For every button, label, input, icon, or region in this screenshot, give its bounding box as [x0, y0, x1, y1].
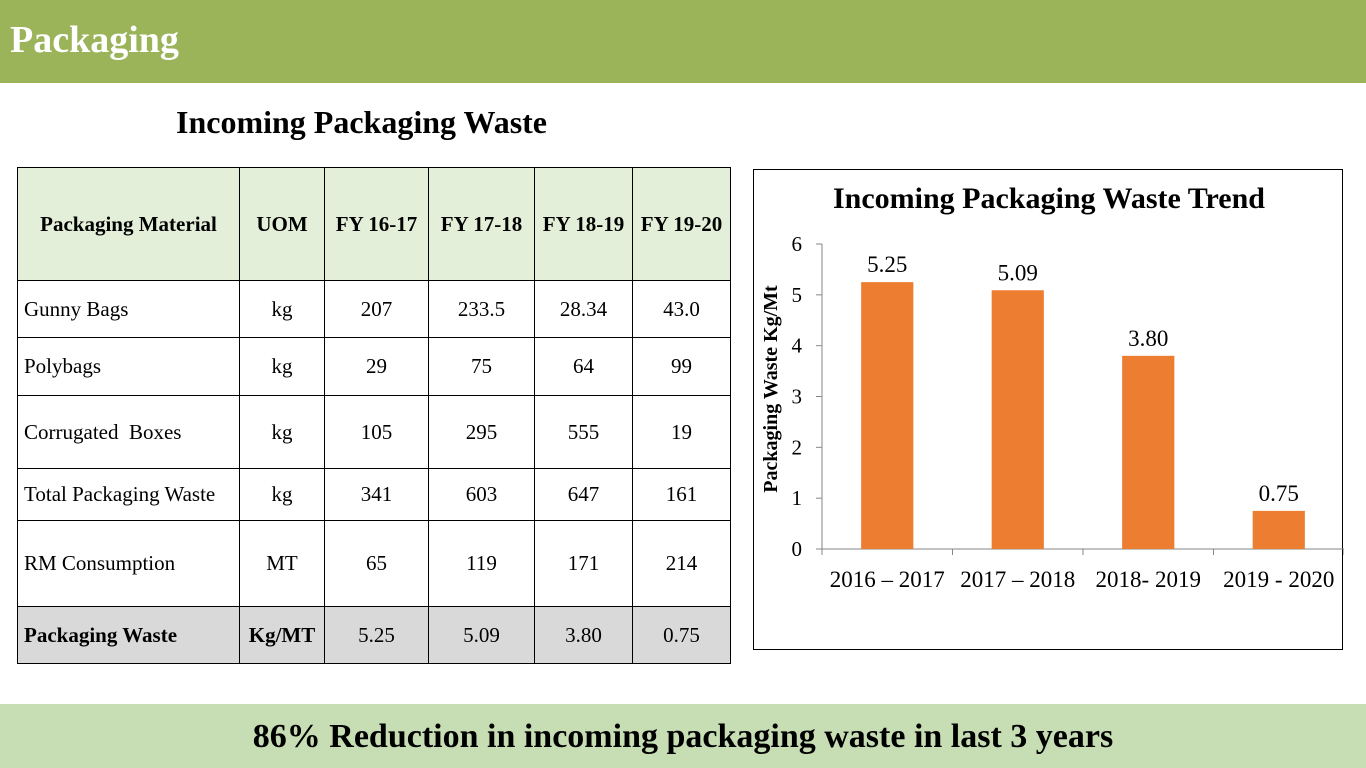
column-header: UOM [239, 167, 325, 281]
table-row: Total Packaging Waste kg 341 603 647 161 [17, 468, 731, 521]
y-tick-label: 1 [792, 486, 803, 510]
table-cell: 65 [324, 520, 429, 607]
y-tick-label: 0 [792, 537, 803, 561]
packaging-waste-table: Packaging Material UOM FY 16-17 FY 17-18… [17, 167, 731, 664]
footer-text: 86% Reduction in incoming packaging wast… [252, 718, 1114, 755]
table-cell: MT [239, 520, 325, 607]
bar-data-label: 3.80 [1128, 326, 1168, 351]
y-axis: 0 1 2 3 4 5 6 [792, 232, 823, 561]
chart-title: Incoming Packaging Waste Trend [832, 182, 1265, 215]
table-cell: 161 [632, 468, 731, 521]
footer-banner: 86% Reduction in incoming packaging wast… [0, 704, 1366, 768]
x-tick-label: 2017 – 2018 [960, 567, 1075, 592]
y-tick-label: 5 [792, 283, 803, 307]
table-cell: 5.09 [428, 606, 535, 664]
table-cell: Packaging Waste [17, 606, 240, 664]
table-cell: 28.34 [534, 280, 633, 338]
x-tick-label: 2018- 2019 [1096, 567, 1201, 592]
x-axis: 2016 – 2017 2017 – 2018 2018- 2019 2019 - 2… [821, 548, 1344, 592]
table-row: Corrugated Boxes kg 105 295 555 19 [17, 395, 731, 469]
table-cell: kg [239, 468, 325, 521]
column-header: FY 19-20 [632, 167, 731, 281]
table-header-row: Packaging Material UOM FY 16-17 FY 17-18… [17, 167, 731, 281]
bar [1122, 355, 1175, 549]
table-cell: 19 [632, 395, 731, 469]
bar [861, 282, 914, 549]
table-cell: 75 [428, 337, 535, 396]
table-cell: kg [239, 280, 325, 338]
bar [991, 290, 1044, 549]
y-tick-label: 2 [792, 435, 803, 459]
column-header: Packaging Material [17, 167, 240, 281]
table-cell: 171 [534, 520, 633, 607]
table-cell: 105 [324, 395, 429, 469]
x-tick-label: 2016 – 2017 [830, 567, 945, 592]
table-cell: RM Consumption [17, 520, 240, 607]
page-title: Packaging [10, 19, 179, 61]
table-cell: 3.80 [534, 606, 633, 664]
table-row: Polybags kg 29 75 64 99 [17, 337, 731, 396]
table-cell: Kg/MT [239, 606, 325, 664]
table-cell: kg [239, 337, 325, 396]
table-cell: Total Packaging Waste [17, 468, 240, 521]
column-header: FY 18-19 [534, 167, 633, 281]
table-total-row: Packaging Waste Kg/MT 5.25 5.09 3.80 0.7… [17, 606, 731, 664]
table-cell: 5.25 [324, 606, 429, 664]
table-row: RM Consumption MT 65 119 171 214 [17, 520, 731, 607]
table-cell: Gunny Bags [17, 280, 240, 338]
y-axis-label: Packaging Waste Kg/Mt [760, 285, 782, 493]
table-cell: 341 [324, 468, 429, 521]
y-tick-label: 6 [792, 232, 803, 256]
table-cell: Corrugated Boxes [17, 395, 240, 469]
table-cell: 555 [534, 395, 633, 469]
bar [1252, 510, 1305, 549]
table-title: Incoming Packaging Waste [176, 104, 547, 140]
y-tick-label: 3 [792, 385, 803, 409]
table-cell: 603 [428, 468, 535, 521]
column-header: FY 16-17 [324, 167, 429, 281]
bars: 5.25 5.09 3.80 0.75 [861, 252, 1305, 549]
trend-chart: Incoming Packaging Waste Trend 0 1 2 3 4 5 6 2… [753, 169, 1344, 650]
table-cell: 43.0 [632, 280, 731, 338]
bar-data-label: 0.75 [1259, 481, 1299, 506]
bar-data-label: 5.25 [867, 252, 907, 277]
table-cell: 214 [632, 520, 731, 607]
bar-data-label: 5.09 [998, 260, 1038, 285]
table-cell: 647 [534, 468, 633, 521]
x-tick-label: 2019 - 2020 [1223, 567, 1334, 592]
table-cell: 0.75 [632, 606, 731, 664]
table-cell: 64 [534, 337, 633, 396]
table-cell: kg [239, 395, 325, 469]
table-cell: Polybags [17, 337, 240, 396]
bar-chart-plot: 0 1 2 3 4 5 6 2016 – 2017 2017 – 2018 2018- 2019… [760, 232, 1344, 592]
table-cell: 99 [632, 337, 731, 396]
header-bar: Packaging [0, 0, 1366, 83]
table-cell: 29 [324, 337, 429, 396]
column-header: FY 17-18 [428, 167, 535, 281]
y-tick-label: 4 [792, 334, 803, 358]
table-cell: 233.5 [428, 280, 535, 338]
table-cell: 119 [428, 520, 535, 607]
table-row: Gunny Bags kg 207 233.5 28.34 43.0 [17, 280, 731, 338]
table-cell: 295 [428, 395, 535, 469]
table-cell: 207 [324, 280, 429, 338]
